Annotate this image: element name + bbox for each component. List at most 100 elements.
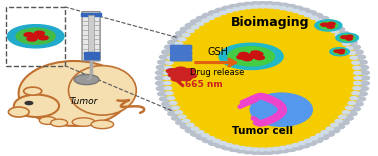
Circle shape [326,26,333,29]
Circle shape [300,144,310,148]
Circle shape [239,52,248,56]
Ellipse shape [250,93,312,126]
Circle shape [16,28,55,44]
Circle shape [279,3,289,7]
Circle shape [253,52,263,56]
Circle shape [162,102,172,106]
Circle shape [225,9,233,12]
Circle shape [164,71,171,74]
Circle shape [335,34,342,37]
Circle shape [222,146,232,150]
Bar [81,13,101,16]
Circle shape [164,66,172,69]
Circle shape [213,139,220,142]
Circle shape [265,2,275,6]
Circle shape [347,40,357,44]
Circle shape [242,57,252,61]
Circle shape [298,141,306,145]
Circle shape [359,65,369,69]
Circle shape [360,76,370,80]
Circle shape [180,125,190,129]
Circle shape [156,81,165,85]
Circle shape [168,112,178,116]
Circle shape [265,148,273,151]
Circle shape [187,123,194,126]
Circle shape [180,27,190,31]
Circle shape [24,33,34,37]
Bar [84,52,99,56]
Circle shape [8,25,64,48]
Circle shape [319,22,338,29]
Circle shape [298,11,306,15]
Circle shape [358,92,367,96]
Circle shape [175,42,183,45]
Circle shape [324,20,334,24]
Circle shape [166,61,173,64]
Text: Drug release: Drug release [191,68,245,77]
Circle shape [74,74,99,85]
Circle shape [180,76,192,81]
Circle shape [178,72,189,76]
Circle shape [215,8,225,12]
Circle shape [187,30,194,33]
Circle shape [300,8,310,12]
Circle shape [345,47,353,50]
Circle shape [215,144,225,148]
Circle shape [172,47,180,50]
Circle shape [348,51,355,55]
Circle shape [358,60,367,64]
Circle shape [342,111,350,114]
Circle shape [167,56,175,59]
Circle shape [292,9,299,12]
Circle shape [350,45,360,49]
Ellipse shape [24,87,42,95]
Circle shape [160,55,169,59]
Circle shape [341,36,347,39]
Circle shape [175,111,183,114]
Circle shape [183,34,190,37]
Ellipse shape [51,119,68,127]
Circle shape [162,50,172,54]
Circle shape [257,2,267,6]
Circle shape [191,26,199,29]
Circle shape [169,101,177,105]
Circle shape [172,36,181,40]
Circle shape [225,144,233,147]
Circle shape [331,30,338,33]
Circle shape [354,82,361,85]
Circle shape [339,49,345,52]
Circle shape [176,31,186,35]
Circle shape [245,147,253,150]
Circle shape [356,97,366,101]
Circle shape [321,23,328,26]
FancyBboxPatch shape [170,51,192,55]
Circle shape [163,76,171,80]
Circle shape [335,119,342,122]
Circle shape [191,20,200,24]
Circle shape [178,38,186,41]
Ellipse shape [39,117,56,124]
Circle shape [25,102,33,105]
Circle shape [171,76,183,81]
Circle shape [164,87,172,90]
Circle shape [293,146,303,150]
Circle shape [229,147,239,151]
Circle shape [168,73,180,77]
Circle shape [339,31,349,35]
Circle shape [353,87,361,90]
Circle shape [213,14,220,17]
Circle shape [304,14,312,17]
Circle shape [252,148,259,151]
Circle shape [359,71,369,75]
Circle shape [279,7,287,10]
Circle shape [339,115,346,118]
Circle shape [330,23,340,27]
Circle shape [307,141,316,145]
Circle shape [250,2,260,6]
Circle shape [158,60,167,64]
Circle shape [304,139,312,142]
Circle shape [353,102,363,106]
Circle shape [176,121,186,125]
Circle shape [222,6,232,10]
Text: 665 nm: 665 nm [185,80,223,89]
